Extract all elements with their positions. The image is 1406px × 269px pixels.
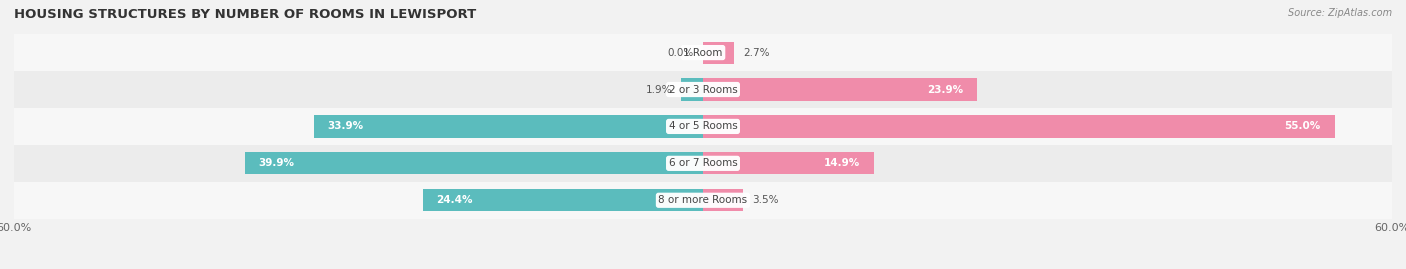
Bar: [703, 115, 1334, 137]
Text: Source: ZipAtlas.com: Source: ZipAtlas.com: [1288, 8, 1392, 18]
Bar: [703, 79, 977, 101]
Bar: [14, 71, 1392, 108]
Text: 2 or 3 Rooms: 2 or 3 Rooms: [669, 84, 737, 94]
Bar: [703, 189, 744, 211]
Bar: [14, 182, 1392, 219]
Bar: [703, 152, 875, 174]
Text: 23.9%: 23.9%: [928, 84, 963, 94]
Bar: [423, 189, 703, 211]
Bar: [14, 108, 1392, 145]
Text: 39.9%: 39.9%: [259, 158, 295, 168]
Text: 24.4%: 24.4%: [437, 195, 472, 205]
Bar: [14, 145, 1392, 182]
Text: HOUSING STRUCTURES BY NUMBER OF ROOMS IN LEWISPORT: HOUSING STRUCTURES BY NUMBER OF ROOMS IN…: [14, 8, 477, 21]
Bar: [14, 34, 1392, 71]
Text: 1.9%: 1.9%: [645, 84, 672, 94]
Text: 4 or 5 Rooms: 4 or 5 Rooms: [669, 121, 737, 132]
Text: 55.0%: 55.0%: [1285, 121, 1320, 132]
Bar: [681, 79, 703, 101]
Text: 6 or 7 Rooms: 6 or 7 Rooms: [669, 158, 737, 168]
Text: 0.0%: 0.0%: [668, 48, 693, 58]
Text: 3.5%: 3.5%: [752, 195, 779, 205]
Text: 33.9%: 33.9%: [328, 121, 364, 132]
Text: 8 or more Rooms: 8 or more Rooms: [658, 195, 748, 205]
Bar: [245, 152, 703, 174]
Bar: [314, 115, 703, 137]
Legend: Owner-occupied, Renter-occupied: Owner-occupied, Renter-occupied: [581, 267, 825, 269]
Text: 2.7%: 2.7%: [744, 48, 769, 58]
Bar: [703, 41, 734, 64]
Text: 1 Room: 1 Room: [683, 48, 723, 58]
Text: 14.9%: 14.9%: [824, 158, 860, 168]
